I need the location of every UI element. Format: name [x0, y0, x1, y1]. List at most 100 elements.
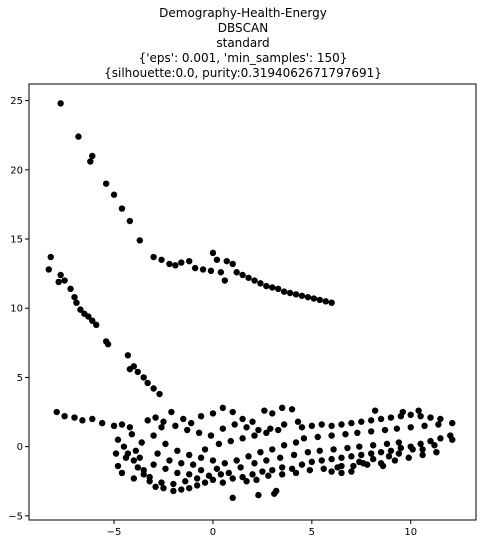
data-point — [437, 415, 444, 423]
data-point — [112, 450, 120, 457]
data-point — [369, 455, 377, 463]
data-point — [75, 133, 82, 140]
data-point — [225, 469, 232, 477]
data-point — [243, 424, 250, 431]
data-point — [130, 475, 138, 482]
data-point — [257, 280, 264, 287]
data-point — [213, 465, 221, 472]
data-point — [399, 408, 407, 416]
data-point — [435, 421, 442, 428]
data-point — [89, 152, 96, 160]
data-point — [433, 448, 440, 456]
data-point — [251, 432, 258, 439]
data-point — [308, 458, 316, 466]
data-point — [223, 257, 230, 265]
x-tick-label: 0 — [210, 527, 216, 538]
data-point — [201, 479, 209, 486]
data-point — [245, 453, 252, 460]
data-point — [263, 282, 270, 290]
data-point — [166, 260, 173, 268]
data-point — [314, 433, 321, 441]
data-point — [144, 417, 151, 424]
data-point — [280, 442, 288, 449]
data-point — [104, 341, 112, 348]
data-point — [280, 288, 288, 295]
data-point — [205, 472, 213, 479]
data-point — [278, 404, 286, 412]
y-tick-label: 20 — [10, 165, 23, 176]
data-point — [383, 440, 391, 448]
data-point — [73, 299, 80, 306]
data-point — [160, 418, 167, 425]
data-point — [186, 471, 193, 478]
data-point — [251, 277, 258, 284]
data-point — [158, 479, 165, 486]
data-point — [328, 455, 335, 463]
data-point — [269, 466, 276, 474]
data-point — [269, 446, 276, 453]
data-point — [393, 425, 401, 432]
data-point — [298, 424, 306, 431]
data-point — [233, 269, 240, 276]
data-point — [221, 277, 229, 284]
x-tick-label: 5 — [309, 527, 315, 538]
data-point — [57, 271, 64, 279]
data-point — [267, 425, 274, 432]
data-point — [156, 390, 163, 398]
data-point — [356, 443, 363, 450]
data-point — [286, 289, 294, 297]
data-point — [348, 419, 355, 427]
data-point — [395, 439, 403, 446]
data-point — [178, 486, 185, 493]
data-point — [215, 440, 223, 448]
data-point — [53, 408, 60, 416]
data-point — [67, 285, 74, 293]
data-point — [152, 483, 159, 490]
data-point — [259, 468, 266, 475]
title-line-1: Demography-Health-Energy — [159, 6, 327, 20]
data-point — [387, 414, 395, 421]
data-point — [385, 453, 393, 460]
data-point — [186, 451, 193, 459]
data-point — [71, 414, 78, 421]
axes-frame — [28, 83, 477, 521]
data-point — [87, 158, 94, 165]
data-point — [128, 430, 136, 438]
data-point — [239, 271, 246, 279]
data-point — [280, 421, 288, 428]
data-point — [255, 491, 262, 499]
data-point — [174, 469, 181, 477]
data-point — [328, 432, 335, 439]
data-point — [61, 277, 68, 284]
data-point — [265, 472, 272, 479]
data-point — [144, 379, 151, 387]
data-point — [239, 435, 246, 442]
data-point — [219, 479, 227, 486]
data-point — [229, 260, 236, 268]
data-point — [377, 460, 385, 467]
data-point — [140, 466, 147, 474]
data-point — [348, 453, 355, 460]
data-point — [158, 424, 165, 431]
data-point — [229, 475, 236, 482]
data-point — [118, 421, 126, 428]
title-line-2: DBSCAN — [217, 21, 269, 35]
data-point — [308, 422, 316, 430]
data-point — [197, 412, 205, 420]
data-point — [251, 460, 258, 467]
data-point — [152, 414, 159, 421]
data-point — [136, 454, 143, 461]
data-point — [275, 285, 282, 293]
data-point — [261, 407, 268, 414]
data-point — [278, 471, 286, 478]
data-point — [395, 450, 403, 457]
data-point — [154, 450, 161, 457]
data-point — [409, 446, 416, 453]
data-point — [449, 419, 456, 427]
data-point — [89, 317, 96, 324]
data-point — [377, 415, 385, 423]
y-tick-label: 15 — [10, 235, 23, 246]
data-point — [348, 468, 355, 475]
data-point — [233, 457, 240, 464]
